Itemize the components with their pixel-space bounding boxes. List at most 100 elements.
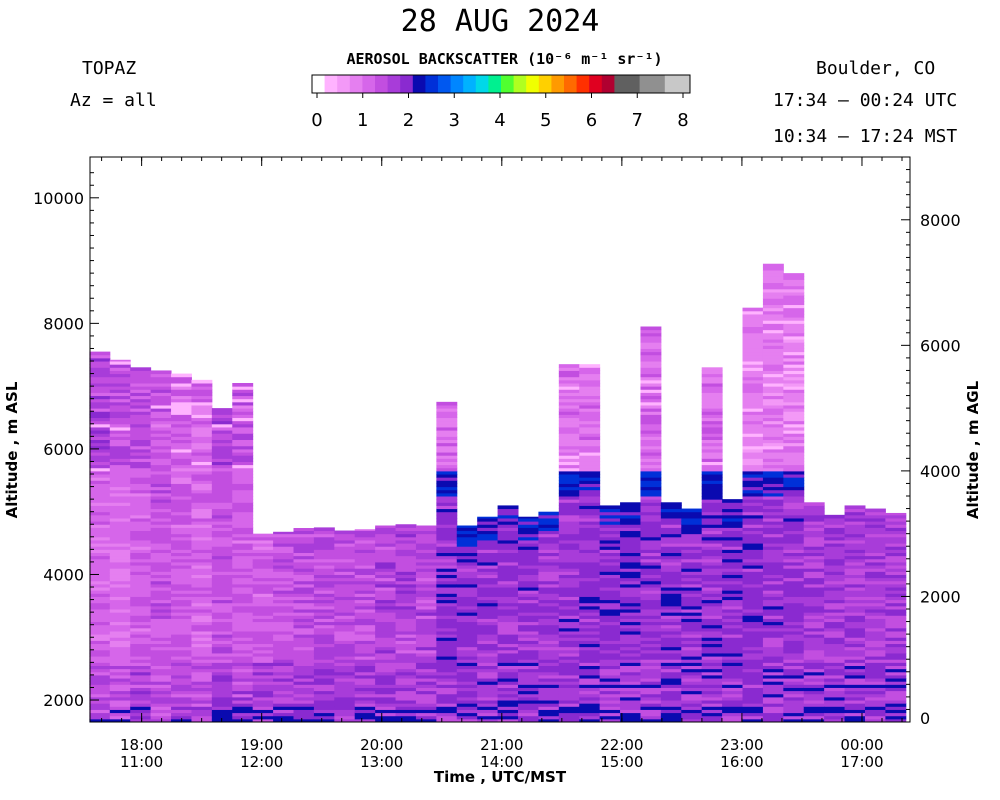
heatmap-cell — [150, 659, 172, 663]
heatmap-cell — [762, 618, 784, 623]
heatmap-cell — [130, 627, 152, 632]
heatmap-cell — [477, 712, 499, 717]
heatmap-cell — [497, 524, 519, 528]
heatmap-cell — [191, 618, 213, 623]
heatmap-cell — [477, 568, 499, 572]
heatmap-cell — [681, 696, 703, 701]
heatmap-cell — [477, 715, 499, 720]
heatmap-cell — [722, 539, 744, 544]
heatmap-cell — [395, 674, 417, 679]
heatmap-cell — [436, 646, 458, 651]
heatmap-cell — [579, 696, 601, 701]
heatmap-cell — [334, 706, 356, 710]
heatmap-cell — [518, 662, 539, 666]
heatmap-cell — [640, 329, 662, 334]
heatmap-cell — [171, 486, 192, 491]
heatmap-cell — [89, 543, 111, 547]
heatmap-cell — [130, 612, 152, 616]
heatmap-cell — [415, 634, 437, 638]
heatmap-cell — [171, 505, 192, 510]
heatmap-cell — [762, 370, 784, 375]
heatmap-cell — [701, 577, 723, 582]
heatmap-cell — [211, 718, 233, 723]
heatmap-cell — [395, 574, 417, 579]
heatmap-cell — [130, 561, 152, 566]
heatmap-cell — [415, 587, 437, 591]
heatmap-cell — [395, 539, 417, 544]
heatmap-cell — [864, 561, 886, 566]
heatmap-cell — [109, 420, 131, 425]
heatmap-cell — [783, 492, 805, 497]
heatmap-cell — [150, 464, 172, 469]
heatmap-cell — [313, 634, 335, 638]
heatmap-cell — [497, 662, 519, 666]
heatmap-cell — [762, 637, 784, 641]
heatmap-cell — [538, 615, 560, 619]
heatmap-cell — [497, 558, 519, 563]
heatmap-cell — [232, 533, 254, 538]
heatmap-cell — [109, 430, 131, 434]
heatmap-cell — [620, 700, 641, 704]
heatmap-cell — [477, 693, 499, 698]
colorbar-segment — [664, 75, 678, 93]
heatmap-cell — [558, 583, 580, 588]
heatmap-cell — [681, 624, 703, 629]
heatmap-cell — [640, 383, 662, 387]
heatmap-cell — [579, 464, 601, 469]
heatmap-cell — [150, 587, 172, 591]
heatmap-cell — [293, 649, 315, 654]
heatmap-cell — [762, 659, 784, 663]
heatmap-cell — [599, 508, 621, 513]
heatmap-cell — [701, 505, 723, 510]
heatmap-cell — [783, 373, 805, 378]
heatmap-cell — [313, 671, 335, 676]
heatmap-cell — [150, 709, 172, 714]
heatmap-cell — [762, 536, 784, 541]
heatmap-cell — [701, 452, 723, 456]
heatmap-cell — [803, 583, 825, 588]
heatmap-cell — [762, 709, 784, 714]
heatmap-cell — [640, 671, 662, 676]
heatmap-cell — [783, 426, 805, 431]
heatmap-cell — [211, 690, 233, 695]
heatmap-cell — [579, 709, 601, 714]
heatmap-cell — [762, 612, 784, 616]
heatmap-cell — [252, 696, 274, 701]
heatmap-cell — [313, 687, 335, 692]
heatmap-cell — [762, 602, 784, 607]
heatmap-cell — [681, 640, 703, 645]
heatmap-cell — [395, 615, 417, 619]
heatmap-cell — [293, 652, 315, 657]
heatmap-cell — [477, 565, 499, 569]
heatmap-cell — [354, 646, 376, 651]
heatmap-cell — [232, 637, 254, 641]
heatmap-cell — [109, 392, 131, 397]
heatmap-cell — [109, 489, 131, 494]
heatmap-cell — [681, 659, 703, 663]
heatmap-cell — [844, 561, 866, 566]
heatmap-cell — [742, 373, 764, 378]
x-tick-label-utc: 19:00 — [240, 736, 283, 754]
heatmap-cell — [579, 404, 601, 409]
heatmap-cell — [824, 530, 846, 535]
heatmap-cell — [681, 577, 703, 582]
heatmap-cell — [130, 395, 152, 400]
heatmap-cell — [538, 583, 560, 588]
heatmap-cell — [89, 477, 111, 481]
heatmap-cell — [436, 448, 458, 453]
heatmap-cell — [864, 593, 886, 597]
heatmap-cell — [130, 715, 152, 720]
x-tick-label-mst: 15:00 — [600, 753, 643, 771]
heatmap-cell — [701, 659, 723, 663]
heatmap-cell — [171, 383, 192, 387]
heatmap-cell — [252, 583, 274, 588]
heatmap-cell — [681, 574, 703, 579]
heatmap-cell — [109, 558, 131, 563]
heatmap-cell — [742, 549, 764, 553]
heatmap-cell — [497, 590, 519, 594]
heatmap-cell — [599, 674, 621, 679]
heatmap-cell — [89, 646, 111, 651]
heatmap-cell — [415, 527, 437, 532]
heatmap-cell — [313, 696, 335, 701]
heatmap-cell — [579, 533, 601, 538]
